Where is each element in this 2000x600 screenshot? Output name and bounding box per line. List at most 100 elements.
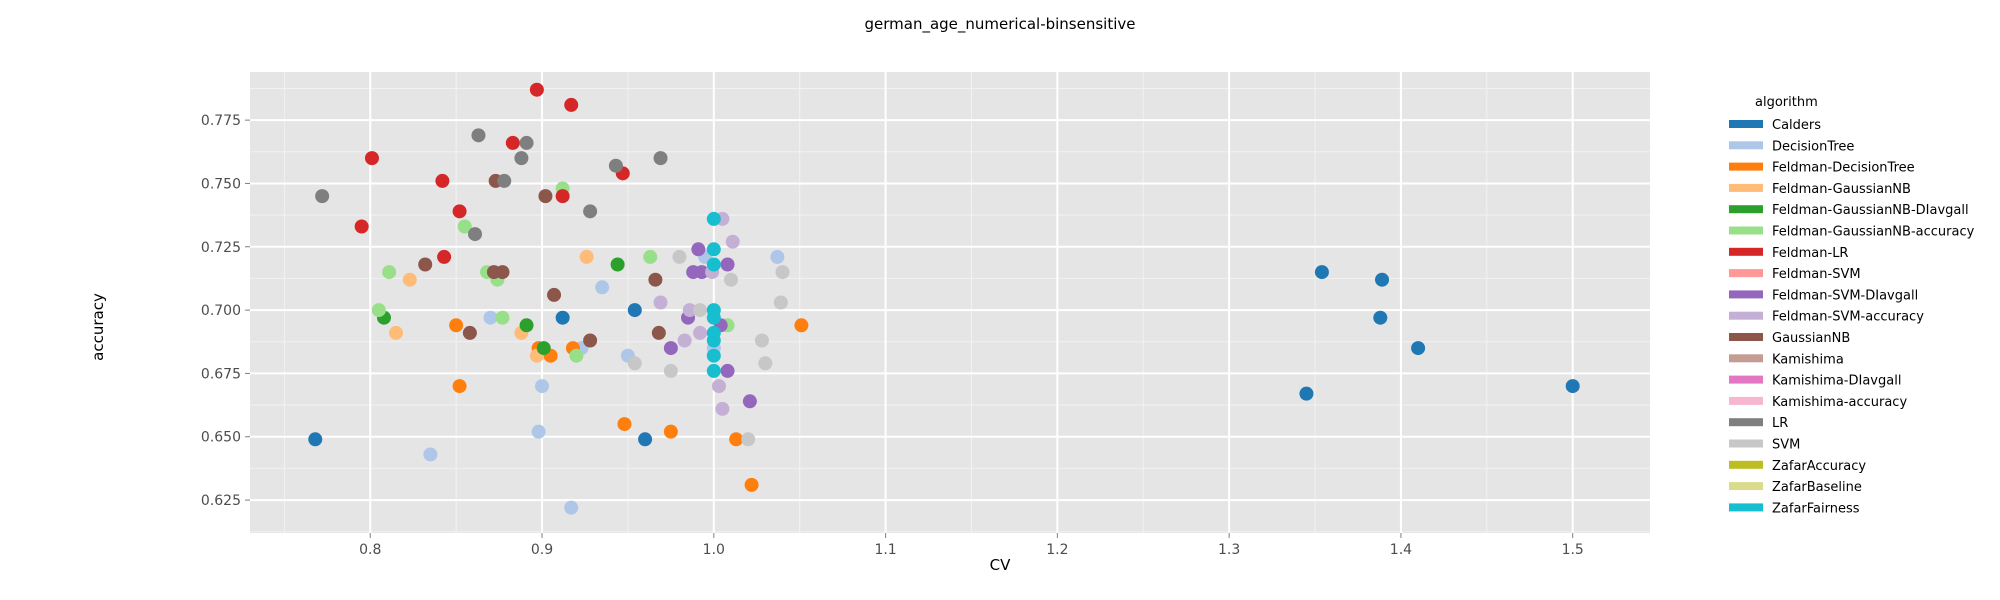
data-point — [382, 265, 397, 280]
data-point — [483, 310, 498, 325]
legend-label: Kamishima — [1772, 352, 1844, 367]
legend-swatch — [1729, 375, 1763, 384]
data-point — [677, 333, 692, 348]
data-point — [1375, 272, 1390, 287]
data-point — [770, 249, 785, 264]
data-point — [371, 303, 386, 318]
data-point — [354, 219, 369, 234]
data-point — [775, 265, 790, 280]
x-tick-label: 1.5 — [1562, 542, 1584, 558]
data-point — [691, 242, 706, 257]
data-point — [744, 477, 759, 492]
legend-label: ZafarBaseline — [1772, 480, 1862, 495]
legend-label: ZafarFairness — [1772, 501, 1860, 516]
data-point — [694, 265, 709, 280]
legend-swatch — [1729, 354, 1763, 363]
data-point — [711, 379, 726, 394]
data-point — [531, 424, 546, 439]
legend-swatch — [1729, 141, 1763, 150]
data-point — [418, 257, 433, 272]
data-point — [706, 348, 721, 363]
data-point — [794, 318, 809, 333]
data-point — [706, 257, 721, 272]
x-tick-label: 0.9 — [531, 542, 553, 558]
data-point — [610, 257, 625, 272]
legend: algorithm Calders DecisionTree Feldman-Dec… — [1729, 95, 1975, 516]
data-point — [497, 173, 512, 188]
major-gridlines — [250, 72, 1650, 533]
data-point — [514, 151, 529, 166]
data-point — [1411, 341, 1426, 356]
data-point — [595, 280, 610, 295]
data-point — [452, 204, 467, 219]
data-point — [758, 356, 773, 371]
legend-swatch — [1729, 205, 1763, 214]
data-point — [663, 363, 678, 378]
legend-swatch — [1729, 247, 1763, 256]
data-point — [682, 303, 697, 318]
data-point — [706, 242, 721, 257]
legend-label: Kamishima-DIavgall — [1772, 374, 1901, 389]
data-point — [627, 356, 642, 371]
data-point — [364, 151, 379, 166]
legend-swatch — [1729, 396, 1763, 405]
data-point — [773, 295, 788, 310]
y-tick-label: 0.675 — [201, 366, 241, 382]
legend-swatch — [1729, 226, 1763, 235]
data-point — [663, 424, 678, 439]
data-point — [535, 379, 550, 394]
data-point — [555, 189, 570, 204]
y-axis-label: accuracy — [89, 293, 107, 361]
data-point — [706, 333, 721, 348]
data-point — [706, 363, 721, 378]
x-axis-label: CV — [990, 556, 1011, 574]
x-tick-label: 1.3 — [1218, 542, 1240, 558]
data-point — [423, 447, 438, 462]
legend-label: LR — [1772, 416, 1788, 431]
data-point — [693, 325, 708, 340]
data-point — [462, 325, 477, 340]
data-point — [1299, 386, 1314, 401]
y-tick-label: 0.650 — [201, 430, 241, 446]
data-point — [725, 234, 740, 249]
data-point — [742, 394, 757, 409]
x-tick-label: 0.8 — [359, 542, 381, 558]
legend-label: Feldman-SVM-DIavgall — [1772, 288, 1918, 303]
legend-label: Calders — [1772, 118, 1821, 133]
data-point — [638, 432, 653, 447]
legend-label: Kamishima-accuracy — [1772, 395, 1907, 410]
data-point — [1565, 379, 1580, 394]
data-point — [617, 417, 632, 432]
legend-title: algorithm — [1755, 95, 1818, 110]
data-point — [471, 128, 486, 143]
legend-label: Feldman-SVM-accuracy — [1772, 310, 1924, 325]
data-point — [519, 318, 534, 333]
data-point — [564, 97, 579, 112]
data-point — [741, 432, 756, 447]
data-point — [720, 363, 735, 378]
legend-label: Feldman-LR — [1772, 246, 1848, 261]
data-point — [583, 204, 598, 219]
y-tick-label: 0.725 — [201, 240, 241, 256]
legend-swatch — [1729, 418, 1763, 427]
x-tick-label: 1.2 — [1046, 542, 1068, 558]
legend-swatch — [1729, 311, 1763, 320]
legend-label: SVM — [1772, 438, 1800, 453]
data-point — [315, 189, 330, 204]
legend-label: Feldman-GaussianNB — [1772, 182, 1911, 197]
legend-swatch — [1729, 269, 1763, 278]
data-point — [529, 82, 544, 97]
data-point — [754, 333, 769, 348]
legend-swatch — [1729, 439, 1763, 448]
data-point — [437, 249, 452, 264]
y-tick-label: 0.700 — [201, 303, 241, 319]
axis-ticks: 0.8 0.9 1.0 1.1 1.2 1.3 1.4 1.5 0.625 0.650 0.675 0… — [201, 113, 1584, 558]
data-point — [495, 310, 510, 325]
data-point — [651, 325, 666, 340]
legend-swatch — [1729, 333, 1763, 341]
legend-swatch — [1729, 162, 1763, 171]
data-points — [308, 82, 1580, 515]
data-point — [308, 432, 323, 447]
data-point — [627, 303, 642, 318]
data-point — [653, 295, 668, 310]
